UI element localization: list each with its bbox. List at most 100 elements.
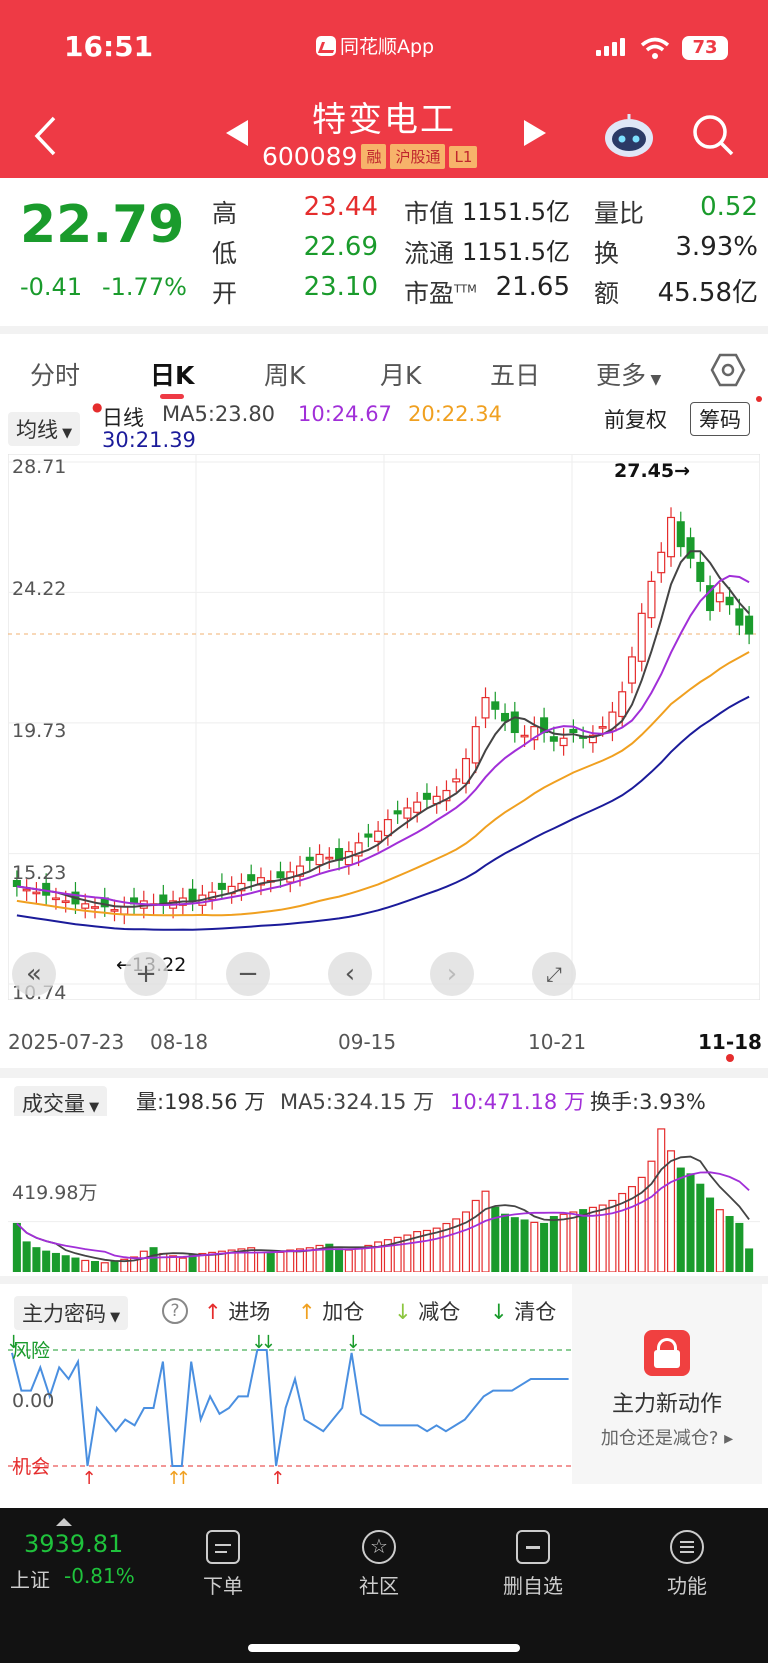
- signal-indicator-button[interactable]: 主力密码 ▼: [14, 1296, 129, 1330]
- volume-value: 量:198.56 万: [136, 1090, 266, 1114]
- app-name: 同花顺App: [316, 32, 434, 59]
- cell-signal-icon: [596, 38, 625, 56]
- search-icon[interactable]: [690, 112, 736, 158]
- adjust-mode[interactable]: 前复权: [604, 408, 667, 432]
- volume-bar: [491, 1206, 500, 1272]
- settings-hexagon-icon[interactable]: [710, 352, 746, 388]
- candle-body: [354, 842, 363, 857]
- candle-body: [481, 696, 490, 719]
- indicator-ma-button[interactable]: 均线 ▼: [8, 412, 81, 446]
- volume-bar: [237, 1248, 246, 1272]
- sell-signal-arrow: ↓: [251, 1332, 266, 1353]
- home-indicator: [248, 1644, 520, 1652]
- legend-reduce: ↓ 减仓: [394, 1300, 461, 1324]
- tab-monthly-k[interactable]: 月K: [380, 361, 422, 390]
- expand-up-icon[interactable]: [56, 1518, 72, 1526]
- chip-distribution-button[interactable]: 筹码: [690, 402, 750, 436]
- zoom-out-button[interactable]: −: [226, 952, 270, 996]
- volume-bar: [520, 1219, 529, 1272]
- tab-five-day[interactable]: 五日: [490, 361, 541, 390]
- volume-bar: [295, 1248, 305, 1272]
- nav-community-label: 社区: [359, 1574, 399, 1598]
- volume-bar: [130, 1256, 139, 1272]
- tab-more[interactable]: 更多 ▼: [596, 361, 662, 390]
- candle-body: [618, 691, 627, 718]
- candle-body: [413, 801, 422, 813]
- candle-body: [364, 833, 373, 838]
- volume-chart[interactable]: [8, 1116, 760, 1272]
- candle-body: [51, 897, 60, 901]
- volume-bar: [666, 1150, 676, 1272]
- ma10-legend: 10:24.67: [298, 402, 392, 426]
- prev-stock-icon[interactable]: [224, 118, 250, 148]
- wifi-icon: [640, 37, 670, 59]
- zoom-in-button[interactable]: +: [124, 952, 168, 996]
- notice-dot: [756, 396, 762, 402]
- chance-label: 机会: [12, 1456, 51, 1478]
- volume-bar: [276, 1251, 285, 1272]
- amount-value: 45.58亿: [657, 278, 758, 308]
- candle-body: [520, 734, 529, 738]
- robot-assistant-icon[interactable]: [602, 112, 656, 160]
- open-value: 23.10: [303, 272, 378, 302]
- nav-remove-watchlist[interactable]: 删自选: [488, 1520, 578, 1599]
- scroll-left-button[interactable]: ‹: [328, 952, 372, 996]
- stock-code-row: 600089 融 沪股通 L1: [262, 142, 478, 171]
- candle-body: [530, 726, 539, 741]
- scroll-left-fast-button[interactable]: «: [12, 952, 56, 996]
- chevron-right-icon: ▸: [724, 1428, 734, 1449]
- float-label: 流通: [404, 239, 455, 268]
- bottom-nav: 3939.81 上证 -0.81% 下单 ☆ 社区 删自选 功能: [0, 1508, 768, 1663]
- nav-functions[interactable]: 功能: [642, 1520, 732, 1599]
- index-change: -0.81%: [64, 1564, 135, 1588]
- x-tick-0: 2025-07-23: [8, 1030, 125, 1054]
- stock-name: 特变电工: [312, 100, 456, 140]
- volume-bar: [110, 1261, 119, 1272]
- tab-daily-k[interactable]: 日K: [150, 361, 195, 390]
- turnover-value: 3.93%: [675, 232, 758, 262]
- tab-intraday[interactable]: 分时: [30, 361, 81, 390]
- next-stock-icon[interactable]: [522, 118, 548, 148]
- index-name: 上证: [10, 1568, 50, 1592]
- turnover-label: 换: [594, 239, 620, 268]
- buy-signal-arrow: ↑: [166, 1468, 181, 1486]
- index-value[interactable]: 3939.81: [24, 1530, 124, 1558]
- volume-bar: [432, 1227, 441, 1272]
- candle-body: [647, 580, 656, 619]
- vol-ratio-label: 量比: [594, 199, 645, 228]
- candle-body: [22, 888, 31, 892]
- volume-bar: [452, 1218, 461, 1272]
- order-icon: [206, 1530, 240, 1564]
- y-tick-1: 24.22: [12, 578, 67, 600]
- candle-body: [452, 778, 461, 783]
- scroll-right-button[interactable]: ›: [430, 952, 474, 996]
- candlestick-chart[interactable]: [8, 454, 760, 1000]
- tab-weekly-k[interactable]: 周K: [264, 361, 306, 390]
- volume-bar: [745, 1248, 754, 1272]
- nav-order[interactable]: 下单: [178, 1520, 268, 1599]
- low-label: 低: [212, 239, 238, 268]
- buy-signal-arrow: ↑: [176, 1468, 191, 1486]
- volume-bar: [696, 1183, 705, 1272]
- volume-bar: [510, 1217, 519, 1272]
- back-arrow-icon[interactable]: [32, 114, 58, 158]
- volume-y-tick: 419.98万: [12, 1182, 98, 1204]
- section-divider: [0, 1068, 768, 1078]
- help-icon[interactable]: ?: [162, 1298, 188, 1324]
- candle-body: [90, 906, 100, 909]
- last-price: 22.79: [20, 195, 185, 255]
- nav-community[interactable]: ☆ 社区: [334, 1520, 424, 1599]
- candle-body: [491, 701, 500, 710]
- candle-body: [393, 810, 402, 815]
- high-value: 23.44: [303, 192, 378, 222]
- volume-indicator-button[interactable]: 成交量 ▼: [14, 1086, 108, 1120]
- x-tick-4: 11-18: [698, 1030, 762, 1054]
- price-change: -0.41: [20, 273, 83, 301]
- remove-watchlist-icon: [516, 1530, 550, 1564]
- amount-label: 额: [594, 279, 620, 308]
- section-divider-2: [0, 1276, 768, 1284]
- promo-card[interactable]: 主力新动作 加仓还是减仓? ▸: [572, 1284, 762, 1484]
- candle-body: [725, 596, 734, 606]
- signal-chart[interactable]: ↓↑ ↑↑↓↓↑↓: [8, 1330, 574, 1486]
- fullscreen-button[interactable]: ⤢: [532, 952, 576, 996]
